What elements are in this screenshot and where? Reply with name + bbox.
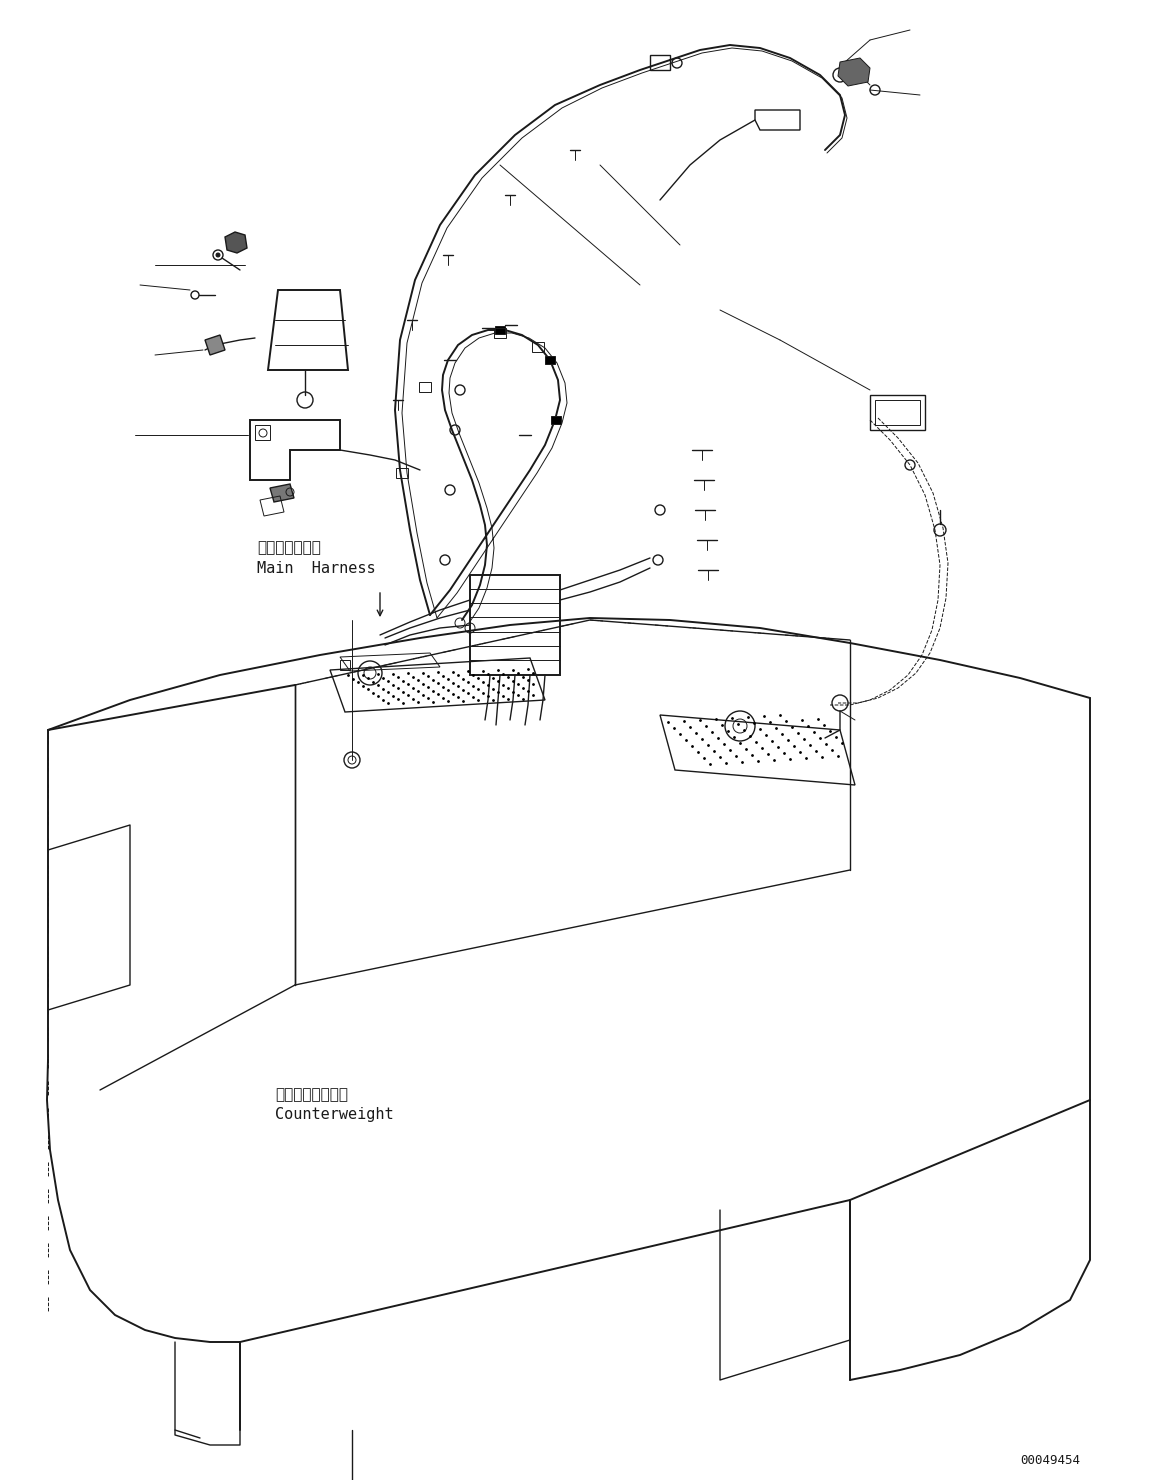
Text: Main  Harness: Main Harness	[257, 561, 376, 576]
Bar	[419, 382, 431, 392]
Text: メインハーネス: メインハーネス	[257, 540, 321, 555]
Bar	[255, 425, 270, 440]
Bar	[494, 329, 506, 337]
Bar	[650, 55, 670, 70]
Polygon shape	[839, 58, 870, 86]
Bar	[875, 400, 920, 425]
Polygon shape	[495, 326, 505, 334]
Text: Counterweight: Counterweight	[274, 1107, 393, 1122]
Polygon shape	[205, 334, 224, 355]
Polygon shape	[545, 357, 555, 364]
Bar	[395, 468, 408, 478]
Text: カウンタウエイト: カウンタウエイト	[274, 1088, 348, 1103]
Polygon shape	[551, 416, 561, 423]
Bar	[870, 395, 925, 431]
Circle shape	[216, 253, 220, 258]
Bar	[531, 342, 544, 352]
Text: 00049454: 00049454	[1020, 1453, 1080, 1467]
Polygon shape	[270, 484, 294, 502]
Bar	[470, 576, 561, 675]
Polygon shape	[224, 232, 247, 253]
Bar	[340, 660, 350, 670]
